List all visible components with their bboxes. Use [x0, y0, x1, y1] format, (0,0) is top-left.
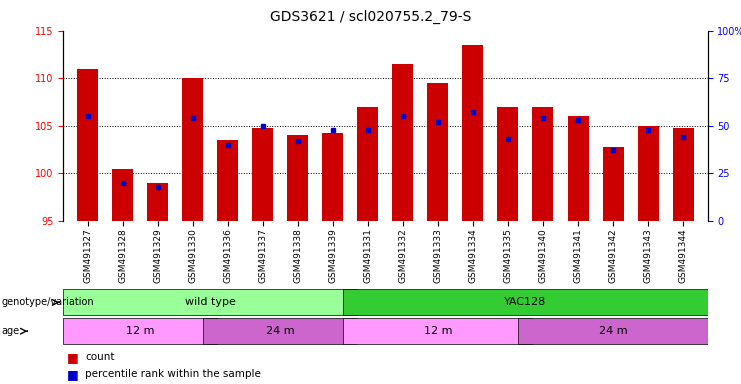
Text: 12 m: 12 m [126, 326, 154, 336]
Bar [568, 116, 588, 221]
Bar [533, 107, 554, 221]
Bar [392, 64, 413, 221]
FancyBboxPatch shape [519, 318, 708, 344]
FancyBboxPatch shape [203, 318, 357, 344]
Bar [462, 45, 483, 221]
Text: 24 m: 24 m [599, 326, 628, 336]
FancyBboxPatch shape [63, 290, 357, 315]
Bar [673, 127, 694, 221]
Text: age: age [1, 326, 19, 336]
Text: ■: ■ [67, 351, 79, 364]
Bar [182, 78, 203, 221]
Bar [217, 140, 238, 221]
Bar [147, 183, 168, 221]
Text: wild type: wild type [185, 297, 236, 308]
Bar [322, 133, 343, 221]
FancyBboxPatch shape [343, 318, 533, 344]
Text: 24 m: 24 m [266, 326, 294, 336]
FancyBboxPatch shape [63, 318, 217, 344]
FancyBboxPatch shape [343, 290, 708, 315]
Bar [428, 83, 448, 221]
Text: ■: ■ [67, 368, 79, 381]
Text: percentile rank within the sample: percentile rank within the sample [85, 369, 261, 379]
Text: count: count [85, 352, 115, 362]
Bar [602, 147, 624, 221]
Bar [77, 69, 98, 221]
Text: 12 m: 12 m [424, 326, 452, 336]
Bar [637, 126, 659, 221]
Bar [112, 169, 133, 221]
Bar [252, 127, 273, 221]
Bar [288, 135, 308, 221]
Text: GDS3621 / scl020755.2_79-S: GDS3621 / scl020755.2_79-S [270, 10, 471, 24]
Text: YAC128: YAC128 [505, 297, 547, 308]
Text: genotype/variation: genotype/variation [1, 297, 94, 308]
Bar [357, 107, 379, 221]
Bar [497, 107, 519, 221]
